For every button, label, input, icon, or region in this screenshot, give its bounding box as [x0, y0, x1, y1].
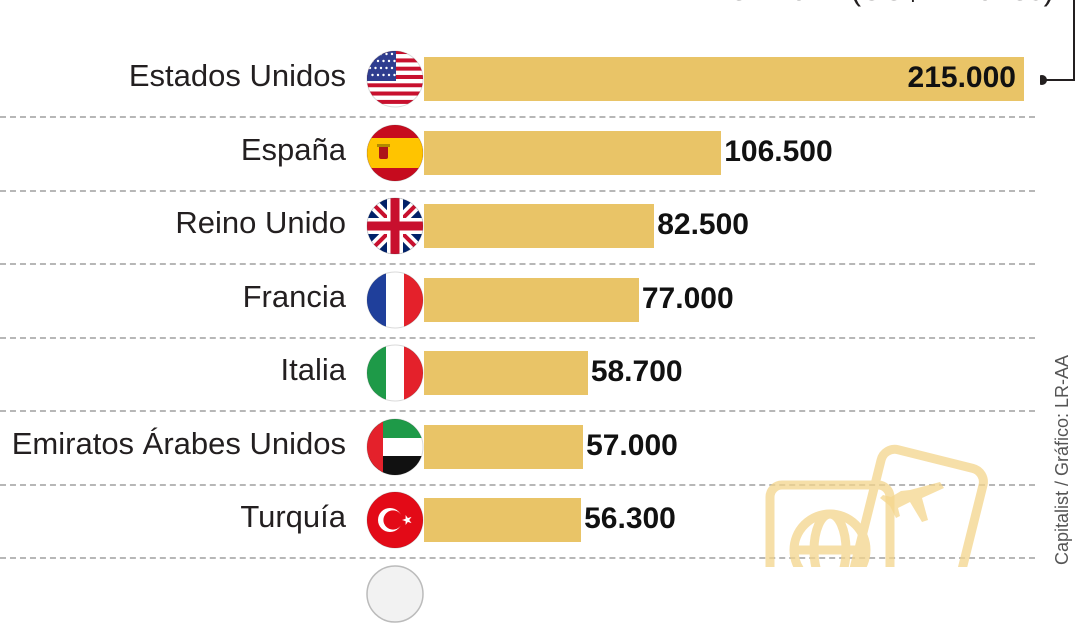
next-flag-icon — [366, 564, 424, 623]
bar — [424, 351, 588, 395]
value-label: 77.000 — [641, 281, 734, 315]
source-credit-text: Capitalist / Gráfico: LR-AA — [1052, 354, 1072, 565]
value-label: 82.500 — [657, 208, 749, 241]
bar — [424, 498, 582, 542]
uae-flag-icon — [366, 418, 424, 475]
category-label: Francia — [242, 278, 346, 314]
row-divider — [0, 557, 1035, 559]
row-divider — [0, 336, 1035, 339]
bar-row: Reino Unido 82.500 — [0, 190, 1080, 262]
value-label: 106.500 — [724, 134, 833, 168]
bar-row: Emiratos Árabes Unidos 57.000 — [0, 411, 1080, 483]
bar-row: Italia 58.700 — [0, 337, 1080, 409]
leader-line — [1040, 0, 1075, 85]
source-credit: Capitalist / Gráfico: LR-AA — [1040, 300, 1080, 567]
value-label: 57.000 — [586, 428, 678, 462]
bar-row: España 106.500 — [0, 117, 1080, 189]
turkey-flag-icon — [366, 491, 424, 549]
bar — [424, 424, 584, 469]
italy-flag-icon — [366, 344, 424, 402]
uk-flag-icon — [366, 197, 424, 255]
bar — [424, 204, 655, 248]
spain-flag-icon — [366, 124, 424, 181]
row-divider — [0, 189, 1035, 192]
row-divider — [0, 483, 1035, 486]
france-flag-icon — [366, 271, 424, 328]
chart-subtitle: en 2024 (US$ millones) — [494, 0, 1054, 8]
usa-flag-icon — [366, 50, 424, 108]
bar — [424, 57, 1024, 101]
value-label: 58.700 — [590, 355, 683, 388]
category-label: Italia — [280, 352, 346, 387]
row-divider — [0, 410, 1035, 412]
category-label: Turquía — [240, 499, 346, 534]
category-label: Estados Unidos — [128, 58, 346, 93]
row-divider — [0, 263, 1035, 265]
category-label: España — [240, 131, 346, 167]
category-label: Reino Unido — [175, 205, 346, 240]
bar-row: Estados Unidos 215.000 — [0, 43, 1080, 115]
chart-header: en 2024 (US$ millones) — [494, 0, 1054, 8]
bar — [424, 277, 639, 322]
category-label: Emiratos Árabes Unidos — [11, 425, 346, 461]
passport-icon — [765, 444, 988, 567]
bar — [424, 130, 722, 175]
row-divider — [0, 116, 1035, 118]
value-label: 56.300 — [584, 502, 676, 535]
bar-row: Turquía 56.300 — [0, 484, 1080, 556]
bar-row: Francia 77.000 — [0, 264, 1080, 336]
value-label: 215.000 — [907, 61, 1016, 94]
